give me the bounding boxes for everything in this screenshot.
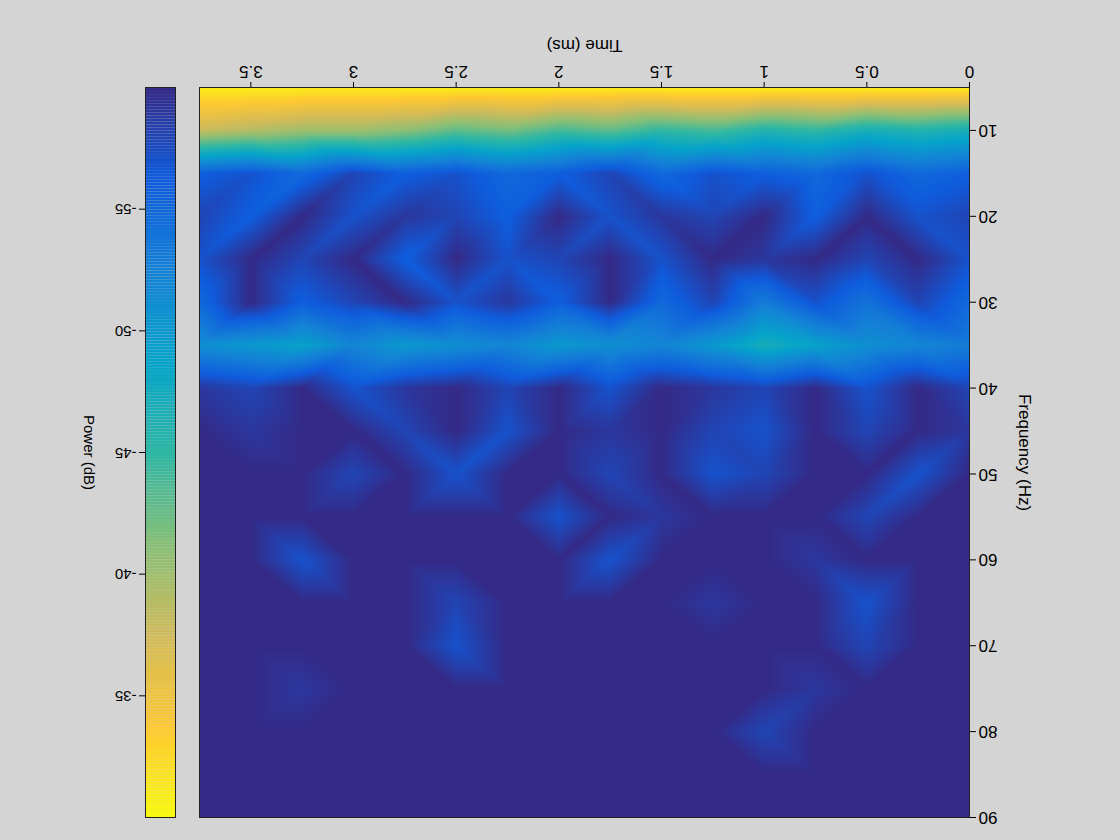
svg-text:0.5: 0.5 — [855, 62, 879, 81]
svg-text:20: 20 — [979, 207, 998, 226]
svg-text:1.5: 1.5 — [650, 62, 674, 81]
svg-text:2.5: 2.5 — [444, 62, 468, 81]
svg-text:-50: -50 — [115, 323, 137, 340]
svg-text:-55: -55 — [115, 201, 137, 218]
svg-text:2: 2 — [554, 62, 563, 81]
svg-text:50: 50 — [979, 465, 998, 484]
svg-text:30: 30 — [979, 293, 998, 312]
svg-text:40: 40 — [979, 379, 998, 398]
svg-text:90: 90 — [979, 808, 998, 827]
svg-text:Power (dB): Power (dB) — [81, 415, 98, 490]
svg-text:3.5: 3.5 — [239, 62, 263, 81]
svg-text:-40: -40 — [115, 566, 137, 583]
svg-text:-35: -35 — [115, 688, 137, 705]
svg-text:80: 80 — [979, 722, 998, 741]
svg-text:3: 3 — [349, 62, 358, 81]
svg-text:Time (ms): Time (ms) — [547, 36, 623, 55]
svg-text:10: 10 — [979, 121, 998, 140]
svg-text:-45: -45 — [115, 445, 137, 462]
svg-text:0: 0 — [965, 62, 974, 81]
svg-text:Frequency (Hz): Frequency (Hz) — [1015, 394, 1034, 511]
svg-text:60: 60 — [979, 550, 998, 569]
svg-text:70: 70 — [979, 636, 998, 655]
svg-text:1: 1 — [759, 62, 768, 81]
